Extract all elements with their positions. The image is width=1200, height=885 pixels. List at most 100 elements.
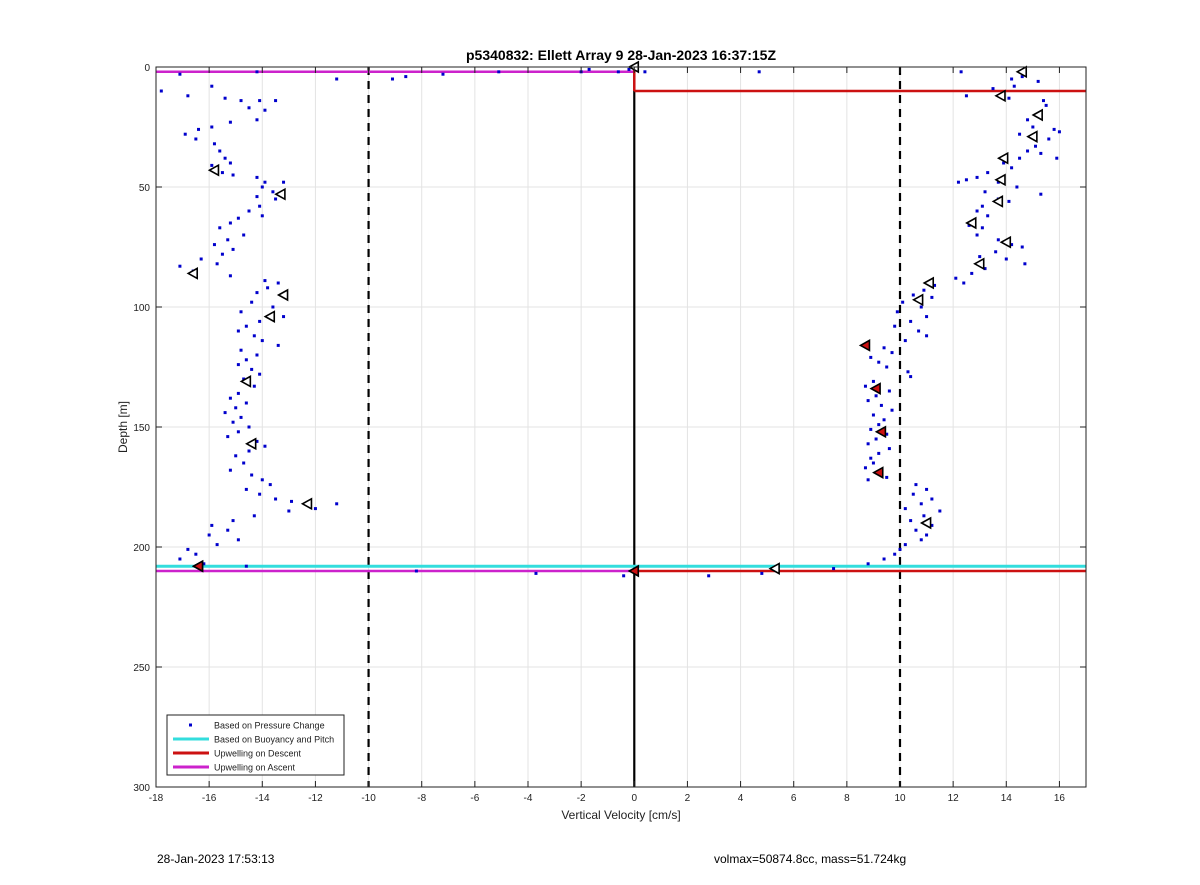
pressure-change-point: [186, 94, 190, 98]
pressure-change-point: [964, 178, 968, 182]
pressure-change-point: [1057, 130, 1061, 134]
x-tick-label: -4: [524, 793, 533, 804]
pressure-change-point: [335, 502, 339, 506]
pressure-change-point: [1015, 185, 1019, 189]
data-layer: [156, 60, 1086, 578]
pressure-change-point: [220, 252, 224, 256]
legend-label: Based on Buoyancy and Pitch: [214, 735, 334, 745]
buoyancy-marker-descent: [996, 151, 1009, 165]
pressure-change-point: [258, 319, 262, 323]
pressure-change-point: [414, 569, 418, 573]
pressure-change-point: [871, 413, 875, 417]
tick-labels: -18 -16 -14 -12 -10 -8 -6 -4 -2 0 2 4 6 8 10 12 14 16 0 50 1…: [133, 63, 1086, 804]
pressure-change-point: [263, 444, 267, 448]
pressure-change-point: [909, 375, 913, 379]
pressure-change-point: [903, 543, 907, 547]
pressure-change-point: [1018, 132, 1022, 136]
upwelling-descent-marker: [858, 339, 871, 352]
pressure-change-point: [707, 574, 711, 578]
pressure-change-point: [1047, 137, 1051, 141]
pressure-change-point: [962, 281, 966, 285]
x-tick-label: -14: [255, 793, 270, 804]
pressure-change-point: [983, 267, 987, 271]
pressure-change-point: [871, 379, 875, 383]
pressure-change-point: [893, 324, 897, 328]
pressure-change-point: [218, 226, 222, 230]
pressure-change-point: [215, 543, 219, 547]
pressure-change-point: [869, 427, 873, 431]
pressure-change-point: [258, 492, 262, 496]
pressure-change-point: [178, 264, 182, 268]
pressure-change-point: [228, 221, 232, 225]
pressure-change-point: [228, 468, 232, 472]
buoyancy-marker-descent: [965, 216, 977, 230]
pressure-change-point: [1018, 156, 1022, 160]
pressure-change-point: [863, 466, 867, 470]
pressure-change-point: [996, 180, 1000, 184]
buoyancy-marker-ascent: [239, 375, 252, 388]
pressure-change-point: [247, 209, 251, 213]
pressure-change-point: [959, 70, 963, 74]
x-tick-label: -2: [577, 793, 586, 804]
pressure-change-point: [282, 180, 286, 184]
footer-timestamp: 28-Jan-2023 17:53:13: [157, 852, 275, 866]
pressure-change-point: [975, 209, 979, 213]
legend-label: Upwelling on Ascent: [214, 763, 296, 773]
pressure-change-point: [885, 432, 889, 436]
x-tick-label: -8: [417, 793, 426, 804]
pressure-change-point: [274, 497, 278, 501]
x-tick-label: 16: [1054, 793, 1066, 804]
pressure-change-point: [890, 351, 894, 355]
pressure-change-point: [258, 99, 262, 103]
pressure-change-point: [441, 72, 445, 76]
pressure-change-point: [244, 401, 248, 405]
pressure-change-point: [874, 437, 878, 441]
pressure-change-point: [228, 274, 232, 278]
pressure-change-point: [1034, 144, 1038, 148]
pressure-change-point: [313, 507, 317, 511]
pressure-change-point: [1026, 118, 1030, 122]
pressure-change-point: [906, 370, 910, 374]
pressure-change-point: [178, 72, 182, 76]
pressure-change-point: [1020, 75, 1024, 79]
pressure-change-point: [877, 360, 881, 364]
pressure-change-point: [757, 70, 761, 74]
x-tick-label: 10: [894, 793, 906, 804]
x-tick-label: -10: [361, 793, 376, 804]
pressure-change-point: [1044, 103, 1048, 107]
pressure-change-point: [231, 247, 235, 251]
pressure-change-point: [255, 175, 259, 179]
pressure-change-point: [236, 430, 240, 434]
pressure-change-point: [1012, 84, 1016, 88]
pressure-change-point: [255, 291, 259, 295]
pressure-change-point: [244, 324, 248, 328]
pressure-change-point: [978, 255, 982, 259]
pressure-change-point: [832, 567, 836, 571]
pressure-change-point: [903, 507, 907, 511]
pressure-change-point: [282, 315, 286, 319]
pressure-change-point: [901, 300, 905, 304]
pressure-change-point: [925, 334, 929, 338]
pressure-change-point: [234, 454, 238, 458]
pressure-change-point: [212, 142, 216, 146]
pressure-change-point: [967, 223, 971, 227]
pressure-change-point: [236, 363, 240, 367]
pressure-change-point: [247, 425, 251, 429]
pressure-change-point: [879, 403, 883, 407]
pressure-change-point: [159, 89, 163, 93]
pressure-change-point: [194, 552, 198, 556]
pressure-change-point: [226, 528, 230, 532]
pressure-change-point: [885, 365, 889, 369]
buoyancy-marker-descent: [994, 173, 1006, 187]
pressure-change-point: [911, 492, 915, 496]
pressure-change-point: [882, 557, 886, 561]
pressure-change-point: [276, 281, 280, 285]
pressure-change-point: [587, 67, 591, 71]
x-tick-label: -6: [470, 793, 479, 804]
pressure-change-point: [271, 305, 275, 309]
pressure-change-point: [1010, 77, 1014, 81]
x-tick-label: 0: [632, 793, 638, 804]
pressure-change-point: [263, 180, 267, 184]
x-tick-label: 4: [738, 793, 744, 804]
pressure-change-point: [250, 367, 254, 371]
